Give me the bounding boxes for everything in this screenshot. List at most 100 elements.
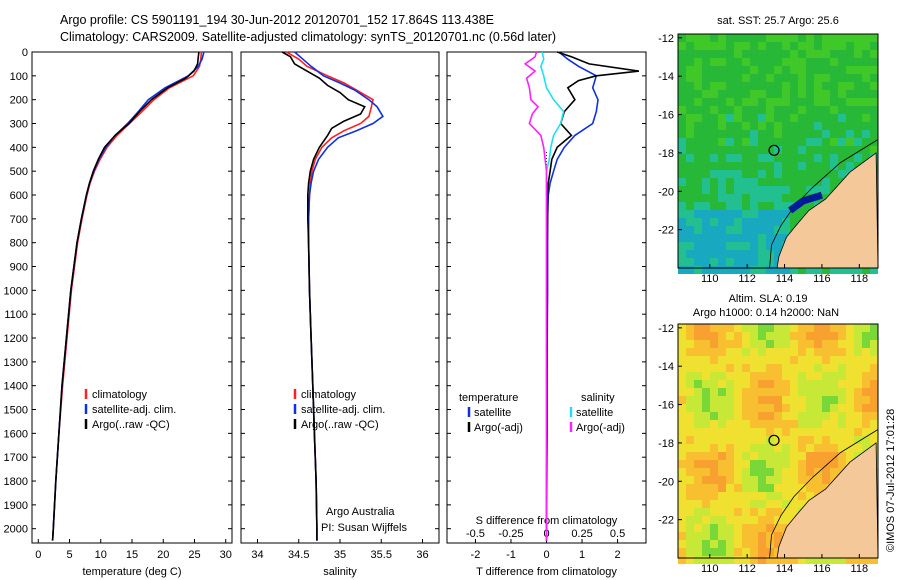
sst-map-cell [790,74,798,82]
sla-map-cell [694,428,702,436]
sst-map-cell [734,178,742,186]
sla-map-cell [774,428,782,436]
sla-map-cell [798,420,806,428]
sla-map-cell [702,412,710,420]
sla-map-cell [782,404,790,412]
sla-map-cell [758,444,766,452]
sla-map-cell [702,548,710,556]
sla-map-cell [774,508,782,516]
sla-map-cell [734,348,742,356]
sst-map-cell [718,210,726,218]
sla-map-cell [686,444,694,452]
sst-map-cell [806,58,814,66]
sst-map-cell [734,186,742,194]
sst-map-cell [774,202,782,210]
sla-map-cell [726,532,734,540]
sla-map-cell [782,412,790,420]
sst-map-cell [678,74,686,82]
sst-map-cell [758,266,766,274]
sst-map-cell [750,186,758,194]
sla-map-cell [734,396,742,404]
sla-map-cell [710,460,718,468]
sst-map-cell [870,74,878,82]
sst-map-cell [838,74,846,82]
sla-map-cell [830,388,838,396]
sla-map-cell [806,412,814,420]
sst-map-cell [702,266,710,274]
sst-map-cell [814,42,822,50]
sla-map-cell [718,332,726,340]
sla-map-cell [678,404,686,412]
sla-map-cell [854,412,862,420]
sla-map-cell [726,396,734,404]
sst-map-cell [726,178,734,186]
sla-map-cell [718,364,726,372]
sst-map-cell [814,266,822,274]
sst-map-cell [702,98,710,106]
sst-map-cell [798,154,806,162]
sla-map-cell [758,404,766,412]
sla-map-cell [686,540,694,548]
sla-map-cell [694,340,702,348]
sla-map-cell [774,396,782,404]
sst-map-cell [862,154,870,162]
sst-map-cell [782,226,790,234]
sla-map-cell [742,348,750,356]
sst-map-cell [718,82,726,90]
sst-map-cell [710,178,718,186]
sst-map-cell [726,218,734,226]
sst-map-cell [726,114,734,122]
sst-map-cell [742,66,750,74]
sst-map-cell [774,266,782,274]
sst-map-cell [798,50,806,58]
sst-map-cell [862,138,870,146]
sla-map-cell [718,380,726,388]
sla-map-cell [870,348,878,356]
sst-map-cell [758,122,766,130]
sla-map-cell [726,468,734,476]
sla-map-cell [758,476,766,484]
sla-map-cell [782,444,790,452]
sst-map-cell [702,138,710,146]
sst-map-cell [846,50,854,58]
sst-map-cell [742,130,750,138]
sst-map-cell [782,138,790,146]
sla-map-cell [686,420,694,428]
sla-map-cell [862,332,870,340]
sla-map-cell [790,356,798,364]
sla-map-cell [862,348,870,356]
sla-map-cell [790,468,798,476]
sst-map-field [678,34,878,274]
sla-map-cell [734,492,742,500]
sla-map-cell [758,548,766,556]
sst-map-cell [766,82,774,90]
sst-map-cell [790,210,798,218]
sst-map-cell [854,106,862,114]
sst-map-cell [806,74,814,82]
depth-tick-label: 1900 [4,500,28,512]
sla-map-cell [758,500,766,508]
differences-xtick-label: 1 [579,549,585,561]
sla-map-cell [774,492,782,500]
sst-map-cell [694,266,702,274]
sst-map-cell [766,90,774,98]
sst-map-cell [806,202,814,210]
sla-map-cell [862,324,870,332]
sla-map-cell [734,380,742,388]
sla-map-cell [814,460,822,468]
sst-map-cell [758,202,766,210]
sst-map-cell [790,186,798,194]
differences-legend-label: Argo(-adj) [474,422,523,434]
sst-map-cell [798,42,806,50]
sst-map-cell [726,58,734,66]
sla-map-cell [782,468,790,476]
sla-map-cell [822,556,830,564]
sst-map-cell [702,114,710,122]
sst-map-cell [782,42,790,50]
sst-map-cell [758,42,766,50]
sla-map-cell [862,444,870,452]
sla-map-cell [686,476,694,484]
sst-map-cell [790,122,798,130]
sst-map-cell [758,186,766,194]
sla-map-cell [694,420,702,428]
